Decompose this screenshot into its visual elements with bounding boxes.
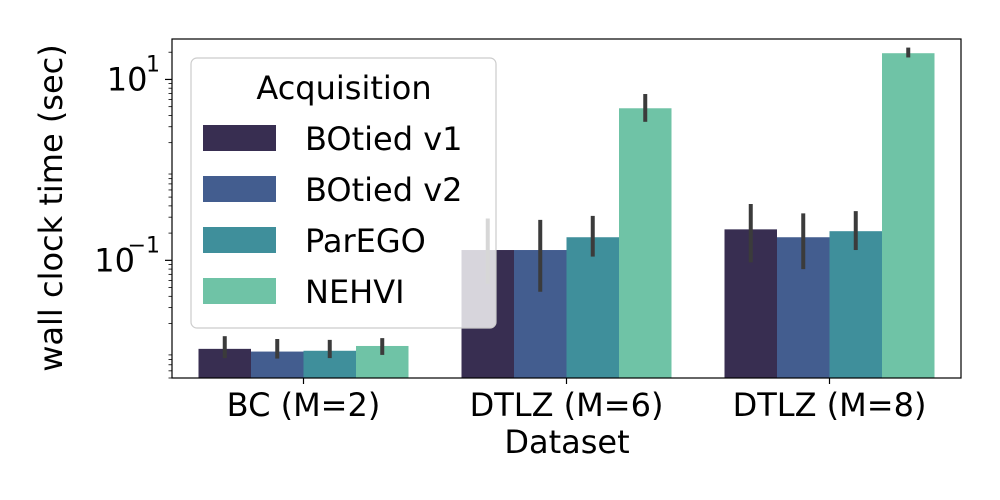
legend-item-parego: ParEGO <box>203 222 426 260</box>
y-tick-base: 10 <box>94 241 135 279</box>
y-axis-label: wall clock time (sec) <box>32 44 70 371</box>
y-tick-exponent: 1 <box>146 52 160 77</box>
legend-swatch <box>203 278 276 304</box>
x-tick-label: DTLZ (M=6) <box>470 386 664 424</box>
bar-nehvi-1 <box>619 108 672 379</box>
legend: Acquisition BOtied v1 BOtied v2 ParEGO NEHV… <box>190 57 497 329</box>
y-tick-label: 110 <box>107 52 160 98</box>
x-tick-label: BC (M=2) <box>227 386 381 424</box>
legend-item-botied-v2: BOtied v2 <box>203 171 462 209</box>
legend-item-nehvi: NEHVI <box>203 273 405 311</box>
bar-parego-1 <box>566 237 619 378</box>
bar-parego-2 <box>829 231 882 378</box>
legend-item-botied-v1: BOtied v1 <box>203 120 462 158</box>
legend-label: NEHVI <box>305 273 405 311</box>
legend-swatch <box>203 176 276 202</box>
legend-label: BOtied v1 <box>305 120 462 158</box>
y-tick-label: −110 <box>94 233 160 279</box>
legend-swatch <box>203 125 276 151</box>
x-axis-label: Dataset <box>504 423 629 461</box>
y-axis: 110−110 <box>94 51 172 379</box>
y-tick-base: 10 <box>107 60 148 98</box>
x-tick-label: DTLZ (M=8) <box>733 386 927 424</box>
x-axis: BC (M=2) DTLZ (M=6) DTLZ (M=8) <box>227 378 927 424</box>
legend-label: BOtied v2 <box>305 171 462 209</box>
legend-title: Acquisition <box>256 69 431 107</box>
legend-swatch <box>203 227 276 253</box>
bar-nehvi-2 <box>882 53 935 379</box>
legend-label: ParEGO <box>305 222 426 260</box>
y-tick-exponent: −1 <box>128 233 160 258</box>
